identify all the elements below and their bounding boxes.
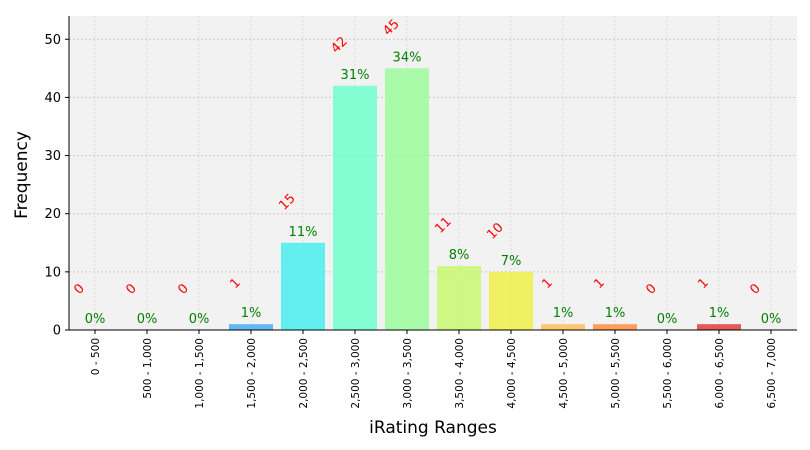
y-axis-title: Frequency — [12, 131, 32, 219]
percent-label: 0% — [85, 312, 106, 327]
bar — [697, 324, 741, 330]
x-tick-label: 2,000 - 2,500 — [298, 338, 310, 409]
y-tick-label: 0 — [53, 324, 61, 339]
bar — [229, 324, 273, 330]
y-tick-label: 30 — [44, 149, 61, 164]
plot-background — [69, 16, 797, 330]
percent-label: 0% — [761, 312, 782, 327]
bars — [229, 68, 741, 331]
percent-label: 34% — [393, 50, 422, 65]
bar — [437, 266, 481, 330]
bar — [385, 68, 429, 330]
x-tick-label: 5,000 - 5,500 — [610, 338, 622, 409]
bar — [489, 271, 533, 330]
percent-label: 1% — [709, 306, 730, 321]
y-tick-label: 50 — [44, 33, 61, 48]
bar — [281, 242, 325, 330]
x-tick-label: 4,000 - 4,500 — [506, 338, 518, 409]
percent-label: 11% — [289, 225, 318, 240]
x-tick-label: 6,500 - 7,000 — [766, 338, 778, 409]
y-tick-label: 40 — [44, 91, 61, 106]
percent-label: 7% — [501, 254, 522, 269]
percent-label: 8% — [449, 248, 470, 263]
x-tick-label: 1,500 - 2,000 — [246, 338, 258, 409]
y-tick-label: 10 — [44, 265, 61, 280]
percent-label: 31% — [341, 68, 370, 83]
percent-label: 0% — [137, 312, 158, 327]
percent-label: 1% — [605, 306, 626, 321]
x-tick-label: 3,000 - 3,500 — [402, 338, 414, 409]
bar — [333, 85, 377, 331]
x-tick-label: 1,000 - 1,500 — [194, 338, 206, 409]
percent-label: 0% — [657, 312, 678, 327]
percent-label: 1% — [553, 306, 574, 321]
x-axis-title: iRating Ranges — [369, 418, 497, 438]
x-tick-label: 2,500 - 3,000 — [350, 338, 362, 409]
x-tick-label: 5,500 - 6,000 — [662, 338, 674, 409]
x-tick-label: 3,500 - 4,000 — [454, 338, 466, 409]
x-tick-label: 4,500 - 5,000 — [558, 338, 570, 409]
x-axis-ticks: 0 - 500 500 - 1,000 1,000 - 1,500 1,500 - 2… — [90, 330, 778, 409]
y-axis-ticks: 0 10 20 30 40 50 — [44, 33, 69, 339]
percent-label: 0% — [189, 312, 210, 327]
y-tick-label: 20 — [44, 207, 61, 222]
bar — [541, 324, 585, 330]
x-tick-label: 6,000 - 6,500 — [714, 338, 726, 409]
bar — [593, 324, 637, 330]
x-tick-label: 0 - 500 — [90, 338, 102, 375]
percent-label: 1% — [241, 306, 262, 321]
x-tick-label: 500 - 1,000 — [142, 338, 154, 399]
